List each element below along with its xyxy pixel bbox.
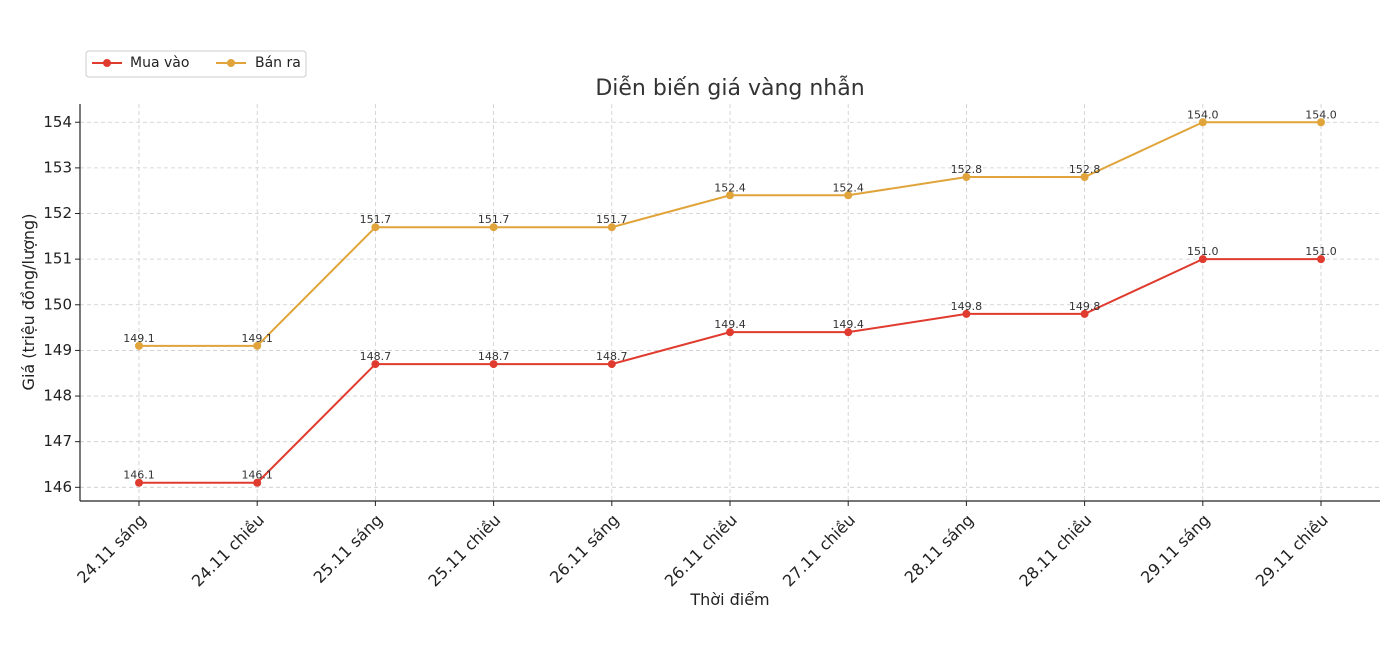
- data-label: 151.0: [1305, 245, 1337, 258]
- data-label: 151.7: [478, 213, 510, 226]
- data-label: 149.4: [832, 318, 864, 331]
- data-point: [607, 223, 616, 232]
- axes: 146 147 148 149 150 151 152 153 154 24.11 sáng 24.…: [43, 104, 1380, 590]
- data-point: [1317, 118, 1325, 127]
- data-point: [607, 360, 616, 369]
- data-label: 151.7: [596, 213, 628, 226]
- data-point: [1317, 255, 1325, 264]
- data-label: 152.4: [714, 181, 746, 194]
- y-tick-label: 152: [43, 204, 72, 222]
- legend: Mua vào Bán ra: [85, 50, 307, 78]
- data-label: 154.0: [1305, 108, 1337, 121]
- data-point: [962, 309, 971, 318]
- x-tick-label: 28.11 chiều: [1015, 510, 1095, 590]
- legend-marker-mua-vao: [103, 59, 111, 67]
- x-axis-label: Thời điểm: [689, 590, 769, 609]
- data-labels: 146.1 146.1 148.7 148.7 148.7 149.4 149.4 149.8…: [123, 108, 1337, 481]
- data-label: 149.4: [714, 318, 746, 331]
- data-label: 149.1: [123, 332, 155, 345]
- x-tick-label: 25.11 chiều: [424, 510, 504, 590]
- data-point: [726, 191, 734, 200]
- legend-label-mua-vao: Mua vào: [130, 55, 189, 71]
- data-label: 148.7: [596, 350, 628, 363]
- data-label: 152.8: [951, 163, 983, 176]
- data-point: [371, 360, 380, 369]
- y-tick-label: 147: [43, 432, 72, 450]
- data-point: [253, 478, 262, 487]
- y-tick-label: 146: [43, 478, 72, 496]
- data-label: 148.7: [360, 350, 392, 363]
- data-point: [1198, 255, 1207, 264]
- data-label: 152.4: [832, 181, 864, 194]
- chart-title: Diễn biến giá vàng nhẫn: [595, 75, 864, 101]
- y-tick-label: 150: [43, 295, 72, 313]
- data-point: [253, 341, 262, 350]
- data-point: [962, 173, 971, 182]
- data-point: [844, 191, 853, 200]
- y-tick-label: 154: [43, 113, 72, 131]
- data-label: 151.0: [1187, 245, 1219, 258]
- x-tick-label: 24.11 sáng: [73, 510, 150, 587]
- data-label: 146.1: [123, 469, 155, 482]
- data-label: 149.8: [1069, 300, 1101, 313]
- data-point: [726, 328, 734, 337]
- series-lines: [135, 118, 1325, 487]
- x-tick-label: 29.11 chiều: [1252, 510, 1332, 590]
- x-tick-label: 25.11 sáng: [310, 510, 387, 587]
- x-tick-label: 28.11 sáng: [901, 510, 978, 587]
- x-tick-label: 27.11 chiều: [779, 510, 859, 590]
- y-axis-label: Giá (triệu đồng/lượng): [19, 214, 38, 391]
- data-point: [135, 341, 143, 350]
- x-tick-label: 29.11 sáng: [1137, 510, 1214, 587]
- data-point: [135, 478, 143, 487]
- x-tick-label: 26.11 sáng: [546, 510, 623, 587]
- data-label: 154.0: [1187, 108, 1219, 121]
- data-point: [489, 223, 498, 232]
- y-tick-label: 151: [43, 250, 72, 268]
- y-tick-label: 148: [43, 387, 72, 405]
- data-label: 151.7: [360, 213, 392, 226]
- data-label: 149.1: [241, 332, 273, 345]
- x-tick-label: 26.11 chiều: [661, 510, 741, 590]
- data-point: [1080, 309, 1089, 318]
- data-point: [371, 223, 380, 232]
- x-tick-label: 24.11 chiều: [188, 510, 268, 590]
- data-point: [844, 328, 853, 337]
- legend-box: [85, 50, 307, 78]
- data-label: 149.8: [951, 300, 983, 313]
- y-tick-label: 149: [43, 341, 72, 359]
- legend-label-ban-ra: Bán ra: [255, 55, 301, 71]
- data-label: 146.1: [241, 469, 273, 482]
- data-point: [1080, 173, 1089, 182]
- legend-marker-ban-ra: [227, 59, 235, 67]
- grid-lines: [80, 104, 1380, 501]
- data-label: 152.8: [1069, 163, 1101, 176]
- data-label: 148.7: [478, 350, 510, 363]
- y-tick-label: 153: [43, 158, 72, 176]
- data-point: [489, 360, 498, 369]
- data-point: [1198, 118, 1207, 127]
